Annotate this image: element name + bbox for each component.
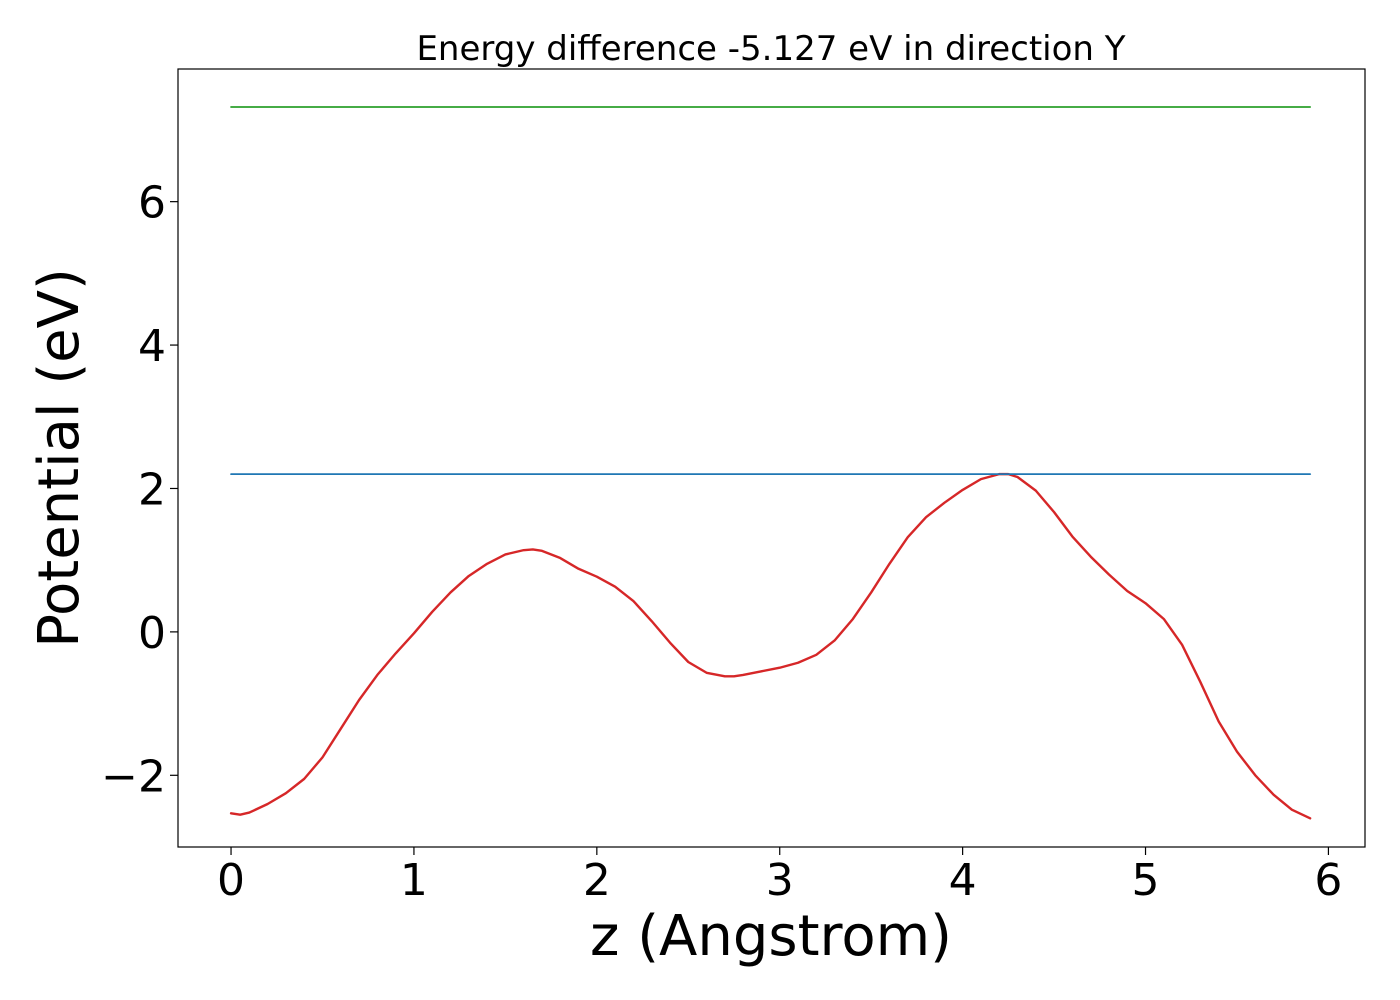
series-line-1 [229,472,1312,820]
x-axis-title: z (Angstrom) [590,904,952,969]
x-tick-label: 1 [400,855,428,906]
y-tick-label: 6 [138,178,166,229]
x-tick-label: 2 [583,855,611,906]
plot-area [177,68,1366,848]
y-tick-label: 4 [138,321,166,372]
plot-frame [177,68,1366,848]
y-tick-label: −2 [101,751,166,802]
y-axis-title: Potential (eV) [27,268,92,648]
y-tick-label: 0 [138,608,166,659]
y-tick-label: 2 [138,464,166,515]
x-tick-label: 0 [217,855,245,906]
plot-background [178,69,1365,847]
x-tick-label: 6 [1314,855,1342,906]
x-tick-label: 4 [949,855,977,906]
x-tick-label: 5 [1132,855,1160,906]
y-axis: −2 0 2 4 6 [101,178,178,802]
x-axis: 0 1 2 3 4 5 6 [217,847,1342,906]
series-layer [229,106,1312,820]
x-tick-label: 3 [766,855,794,906]
chart-title: Energy difference -5.127 eV in direction… [416,29,1125,69]
